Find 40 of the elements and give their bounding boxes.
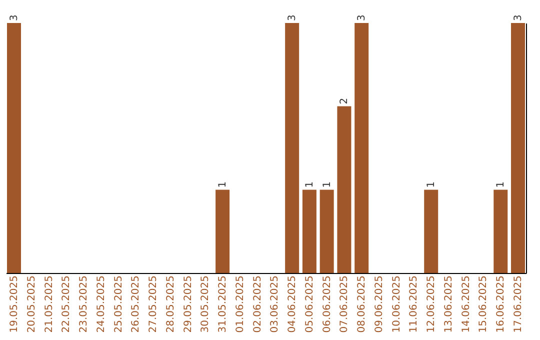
- x-tick-label: 28.05.2025: [165, 276, 176, 333]
- x-tick-label: 19.05.2025: [8, 276, 20, 333]
- x-tick-label: 27.05.2025: [148, 276, 160, 333]
- x-tick-label: 25.05.2025: [113, 276, 124, 333]
- x-tick-label: 26.05.2025: [130, 276, 142, 333]
- x-tick-label: 24.05.2025: [96, 276, 107, 333]
- x-tick-label: 14.06.2025: [460, 276, 472, 333]
- x-tick-label: 29.05.2025: [182, 276, 194, 333]
- x-tick-label: 30.05.2025: [200, 276, 212, 333]
- text: 1: [218, 181, 229, 188]
- text: 2: [339, 98, 350, 104]
- x-tick-label: 06.06.2025: [322, 276, 333, 333]
- x-tick-label: 08.06.2025: [356, 276, 368, 333]
- x-tick-label: 17.06.2025: [513, 276, 524, 333]
- x-tick-label: 04.06.2025: [287, 276, 298, 333]
- text: 1: [426, 181, 438, 188]
- x-tick-label: 22.05.2025: [61, 276, 72, 333]
- text: 3: [356, 14, 368, 21]
- x-tick-label: 09.06.2025: [374, 276, 385, 333]
- x-tick-label: 11.06.2025: [408, 276, 420, 333]
- x-tick-label: 05.06.2025: [304, 276, 316, 333]
- x-tick-label: 20.05.2025: [26, 276, 38, 333]
- x-tick-label: 01.06.2025: [234, 276, 246, 333]
- x-tick-label: 16.06.2025: [496, 276, 507, 333]
- x-tick-label: 10.06.2025: [391, 276, 402, 333]
- x-tick-label: 07.06.2025: [339, 276, 350, 333]
- text: 3: [8, 14, 20, 21]
- x-tick-label: 23.05.2025: [78, 276, 90, 333]
- x-tick-label: 02.06.2025: [252, 276, 264, 333]
- text: 1: [304, 181, 316, 188]
- x-tick-label: 03.06.2025: [270, 276, 281, 333]
- x-tick-label: 15.06.2025: [478, 276, 490, 333]
- text: 1: [496, 181, 507, 188]
- x-tick-label: 13.06.2025: [443, 276, 454, 333]
- x-tick-label: 21.05.2025: [44, 276, 55, 333]
- text: 1: [322, 181, 333, 188]
- text: 3: [287, 14, 298, 21]
- text: 3: [513, 14, 524, 21]
- x-tick-label: 12.06.2025: [426, 276, 438, 333]
- x-tick-label: 31.05.2025: [218, 276, 229, 333]
